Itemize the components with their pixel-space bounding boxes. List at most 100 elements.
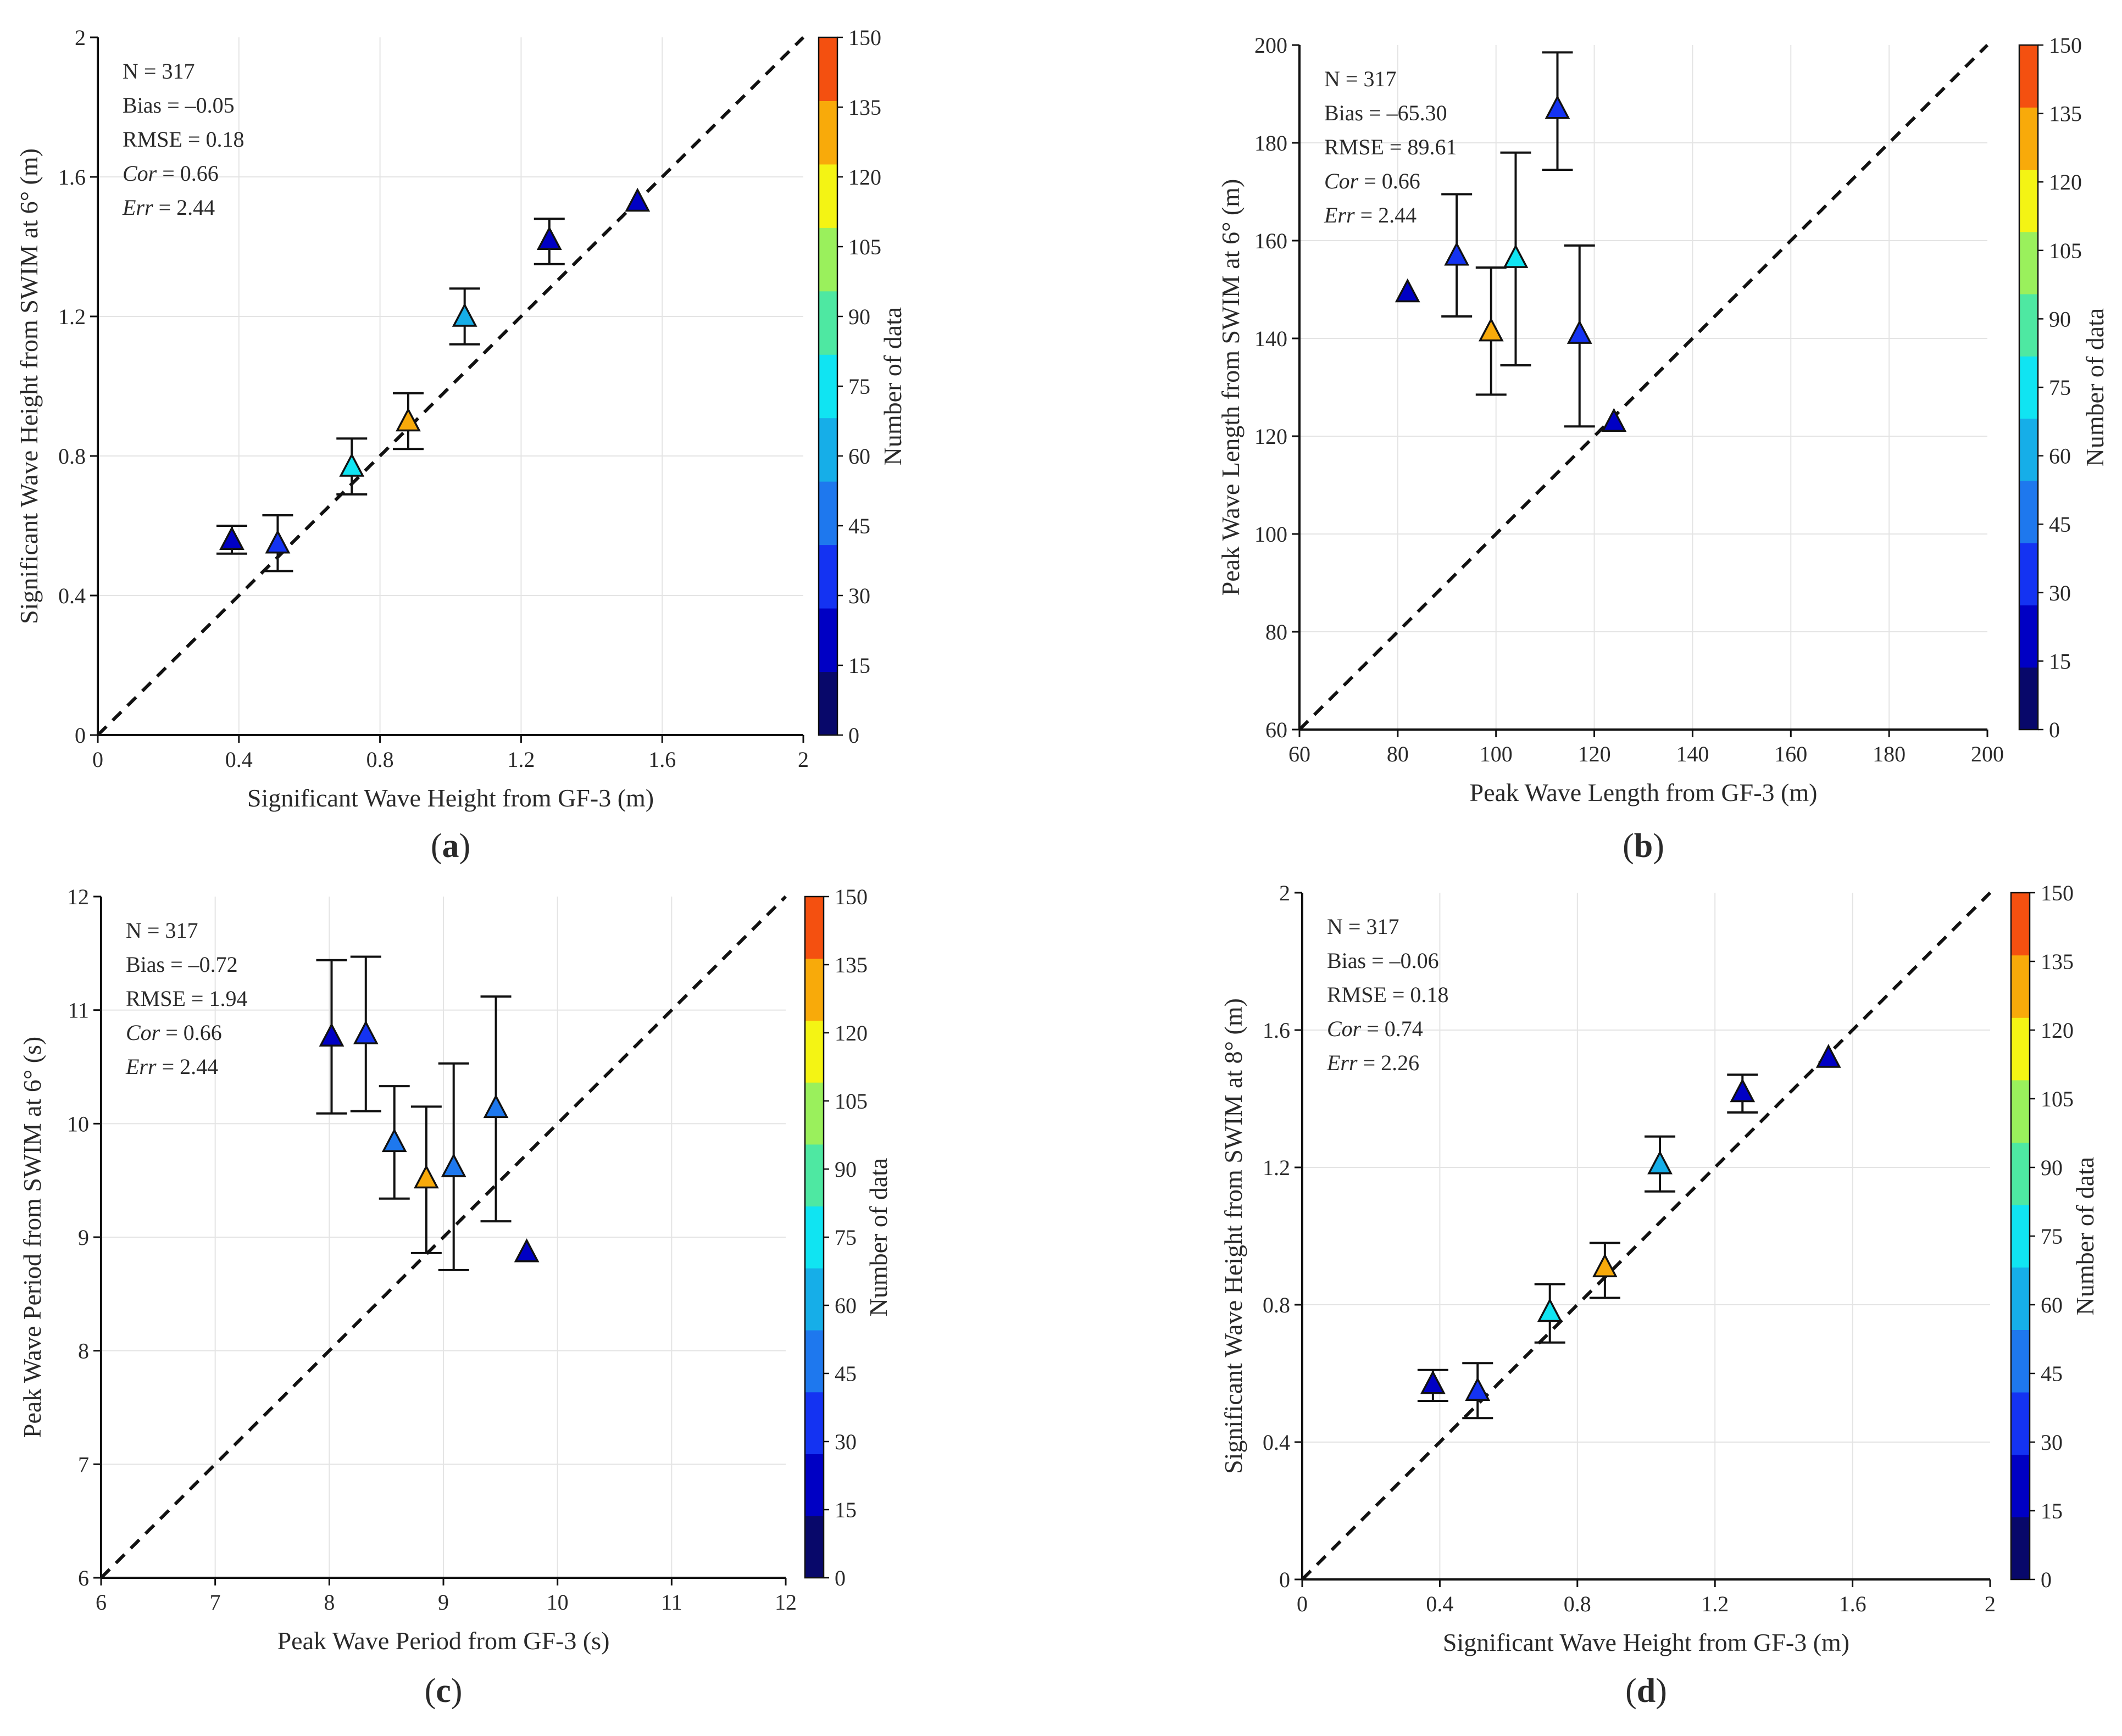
y-tick-label: 1.2 (58, 304, 86, 329)
colorbar-segment (2011, 1267, 2030, 1330)
data-point (1395, 278, 1420, 303)
x-axis-label: Peak Wave Period from GF-3 (s) (277, 1627, 610, 1655)
data-point (1601, 408, 1627, 432)
colorbar-tick-label: 120 (835, 1021, 868, 1045)
y-axis-label: Significant Wave Height from SWIM at 6° … (15, 148, 43, 624)
y-tick-label: 8 (78, 1339, 89, 1364)
colorbar-tick-label: 90 (2041, 1155, 2063, 1180)
x-tick-label: 0.8 (1564, 1592, 1591, 1616)
x-tick-label: 10 (547, 1590, 569, 1615)
colorbar-segment (2011, 893, 2030, 956)
colorbar-tick-label: 105 (2041, 1087, 2074, 1111)
data-point (483, 1094, 509, 1119)
stat-err: Err = 2.44 (122, 195, 215, 220)
colorbar-tick-label: 120 (2041, 1018, 2074, 1043)
x-tick-label: 11 (661, 1590, 682, 1615)
x-tick-label: 100 (1480, 742, 1513, 766)
data-point (1503, 244, 1529, 268)
x-tick-label: 140 (1676, 742, 1709, 766)
data-point (353, 1020, 379, 1044)
y-tick-label: 0.8 (1263, 1293, 1290, 1317)
panel-label-open: ( (431, 827, 442, 865)
data-point (441, 1153, 466, 1177)
stat-err: Err = 2.26 (1326, 1050, 1419, 1075)
stat-err: Err = 2.44 (1324, 203, 1416, 227)
stat-err-value: = 2.26 (1358, 1050, 1420, 1075)
colorbar-segment (2011, 1454, 2030, 1517)
stat-cor-label: Cor (1327, 1016, 1362, 1041)
panel-label-close: ) (1653, 827, 1664, 865)
colorbar-tick-label: 45 (2041, 1361, 2063, 1386)
y-tick-label: 100 (1254, 522, 1287, 547)
colorbar-title: Number of data (864, 1158, 892, 1317)
colorbar-segment (2011, 1392, 2030, 1455)
y-tick-label: 120 (1254, 424, 1287, 449)
colorbar-tick-label: 150 (2041, 881, 2074, 905)
x-tick-label: 1.6 (648, 747, 676, 772)
data-point (514, 1238, 540, 1262)
colorbar-tick-label: 60 (2041, 1293, 2063, 1317)
stat-n: N = 317 (1327, 914, 1399, 939)
colorbar-segment (819, 481, 837, 546)
colorbar-segment (2011, 1329, 2030, 1393)
y-tick-label: 180 (1254, 131, 1287, 155)
panel-c: 6 7 8 9 10 11 12 6 7 8 9 10 11 12 Peak Wave Period fro… (18, 884, 892, 1710)
colorbar-segment (2011, 1517, 2030, 1580)
data-point (1647, 1150, 1673, 1175)
stat-cor-label: Cor (1324, 169, 1359, 193)
panel-label-letter: c (436, 1672, 451, 1710)
stat-bias: Bias = –0.06 (1327, 948, 1439, 973)
colorbar-tick-label: 30 (2041, 1430, 2063, 1455)
x-tick-label: 0.8 (366, 747, 394, 772)
stat-cor: Cor = 0.74 (1327, 1016, 1423, 1041)
colorbar-tick-label: 60 (848, 444, 870, 469)
colorbar-tick-label: 90 (848, 304, 870, 329)
stat-cor-value: = 0.66 (160, 1020, 222, 1045)
colorbar-segment (805, 1330, 824, 1393)
stat-err-label: Err (125, 1054, 157, 1079)
stat-cor-value: = 0.66 (157, 161, 219, 186)
x-tick-label: 180 (1873, 742, 1906, 766)
y-axis-label: Peak Wave Period from SWIM at 6° (s) (18, 1037, 46, 1438)
x-axis-label: Significant Wave Height from GF-3 (m) (247, 784, 654, 812)
stat-cor-value: = 0.74 (1361, 1016, 1423, 1041)
y-tick-label: 6 (78, 1566, 89, 1590)
stat-n: N = 317 (1324, 66, 1396, 91)
y-tick-label: 2 (1279, 881, 1290, 905)
colorbar-segment (819, 37, 837, 101)
colorbar-tick-label: 60 (2049, 444, 2071, 469)
stat-n: N = 317 (123, 59, 195, 84)
stat-cor: Cor = 0.66 (123, 161, 219, 186)
data-point (1537, 1298, 1563, 1322)
x-tick-label: 0 (92, 747, 103, 772)
panel-label: (b) (1623, 827, 1664, 865)
data-point (452, 303, 477, 327)
y-tick-label: 11 (68, 998, 89, 1023)
colorbar-tick-label: 30 (835, 1429, 857, 1454)
y-tick-label: 160 (1254, 229, 1287, 253)
colorbar-segment (2019, 418, 2038, 481)
x-tick-label: 1.2 (507, 747, 535, 772)
colorbar-segment (2019, 543, 2038, 605)
colorbar-segment (2011, 1142, 2030, 1205)
colorbar-segment (819, 544, 837, 609)
colorbar-tick-label: 150 (2049, 33, 2082, 58)
x-tick-label: 2 (1985, 1592, 1996, 1616)
panel-label-close: ) (451, 1672, 463, 1710)
panel-label-letter: d (1637, 1672, 1656, 1710)
data-point (396, 407, 421, 432)
colorbar-segment (819, 671, 837, 736)
y-axis-label: Significant Wave Height from SWIM at 8° … (1219, 998, 1247, 1474)
stat-rmse: RMSE = 0.18 (1327, 982, 1448, 1007)
colorbar-segment (819, 291, 837, 355)
stat-err-value: = 2.44 (157, 1054, 219, 1079)
colorbar-tick-label: 0 (835, 1566, 846, 1590)
colorbar-tick-label: 0 (2049, 717, 2060, 742)
x-axis-label: Significant Wave Height from GF-3 (m) (1443, 1628, 1849, 1656)
stat-n: N = 317 (126, 918, 198, 943)
colorbar-segment (805, 1206, 824, 1268)
colorbar-title: Number of data (879, 307, 907, 466)
panel-label: (c) (425, 1672, 463, 1710)
x-tick-label: 12 (775, 1590, 797, 1615)
